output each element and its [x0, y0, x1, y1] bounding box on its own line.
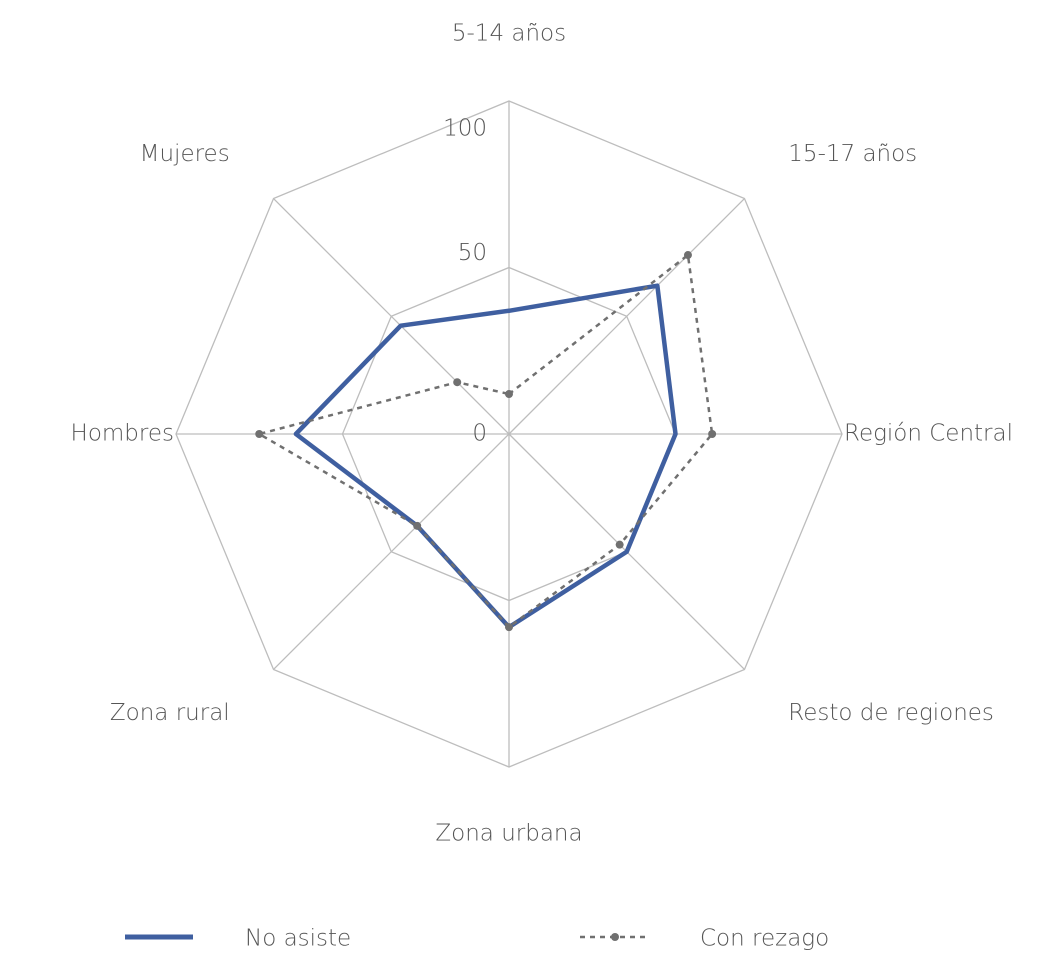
- y-tick-label: 0: [472, 421, 487, 447]
- category-label: Región Central: [844, 421, 1013, 447]
- category-label: 5-14 años: [452, 21, 566, 47]
- legend-label: Con rezago: [700, 926, 829, 952]
- series-marker: [683, 251, 692, 260]
- category-label: Resto de regiones: [788, 700, 994, 726]
- y-tick-label: 50: [458, 240, 487, 266]
- series-marker: [413, 521, 422, 530]
- legend-marker: [611, 933, 619, 941]
- series-marker: [505, 623, 513, 632]
- series-marker: [615, 540, 624, 549]
- series-marker: [255, 430, 264, 438]
- category-label: 15-17 años: [788, 141, 917, 167]
- spoke: [273, 433, 510, 670]
- series-marker: [505, 390, 513, 399]
- category-label: Zona urbana: [435, 821, 582, 847]
- spoke: [273, 198, 510, 435]
- spoke: [508, 198, 745, 435]
- category-label: Zona rural: [110, 700, 230, 726]
- category-label: Hombres: [71, 421, 174, 447]
- legend-label: No asiste: [245, 926, 351, 952]
- series-marker: [453, 378, 462, 387]
- y-tick-label: 100: [443, 116, 487, 142]
- series-marker: [708, 430, 717, 438]
- category-label: Mujeres: [140, 141, 230, 167]
